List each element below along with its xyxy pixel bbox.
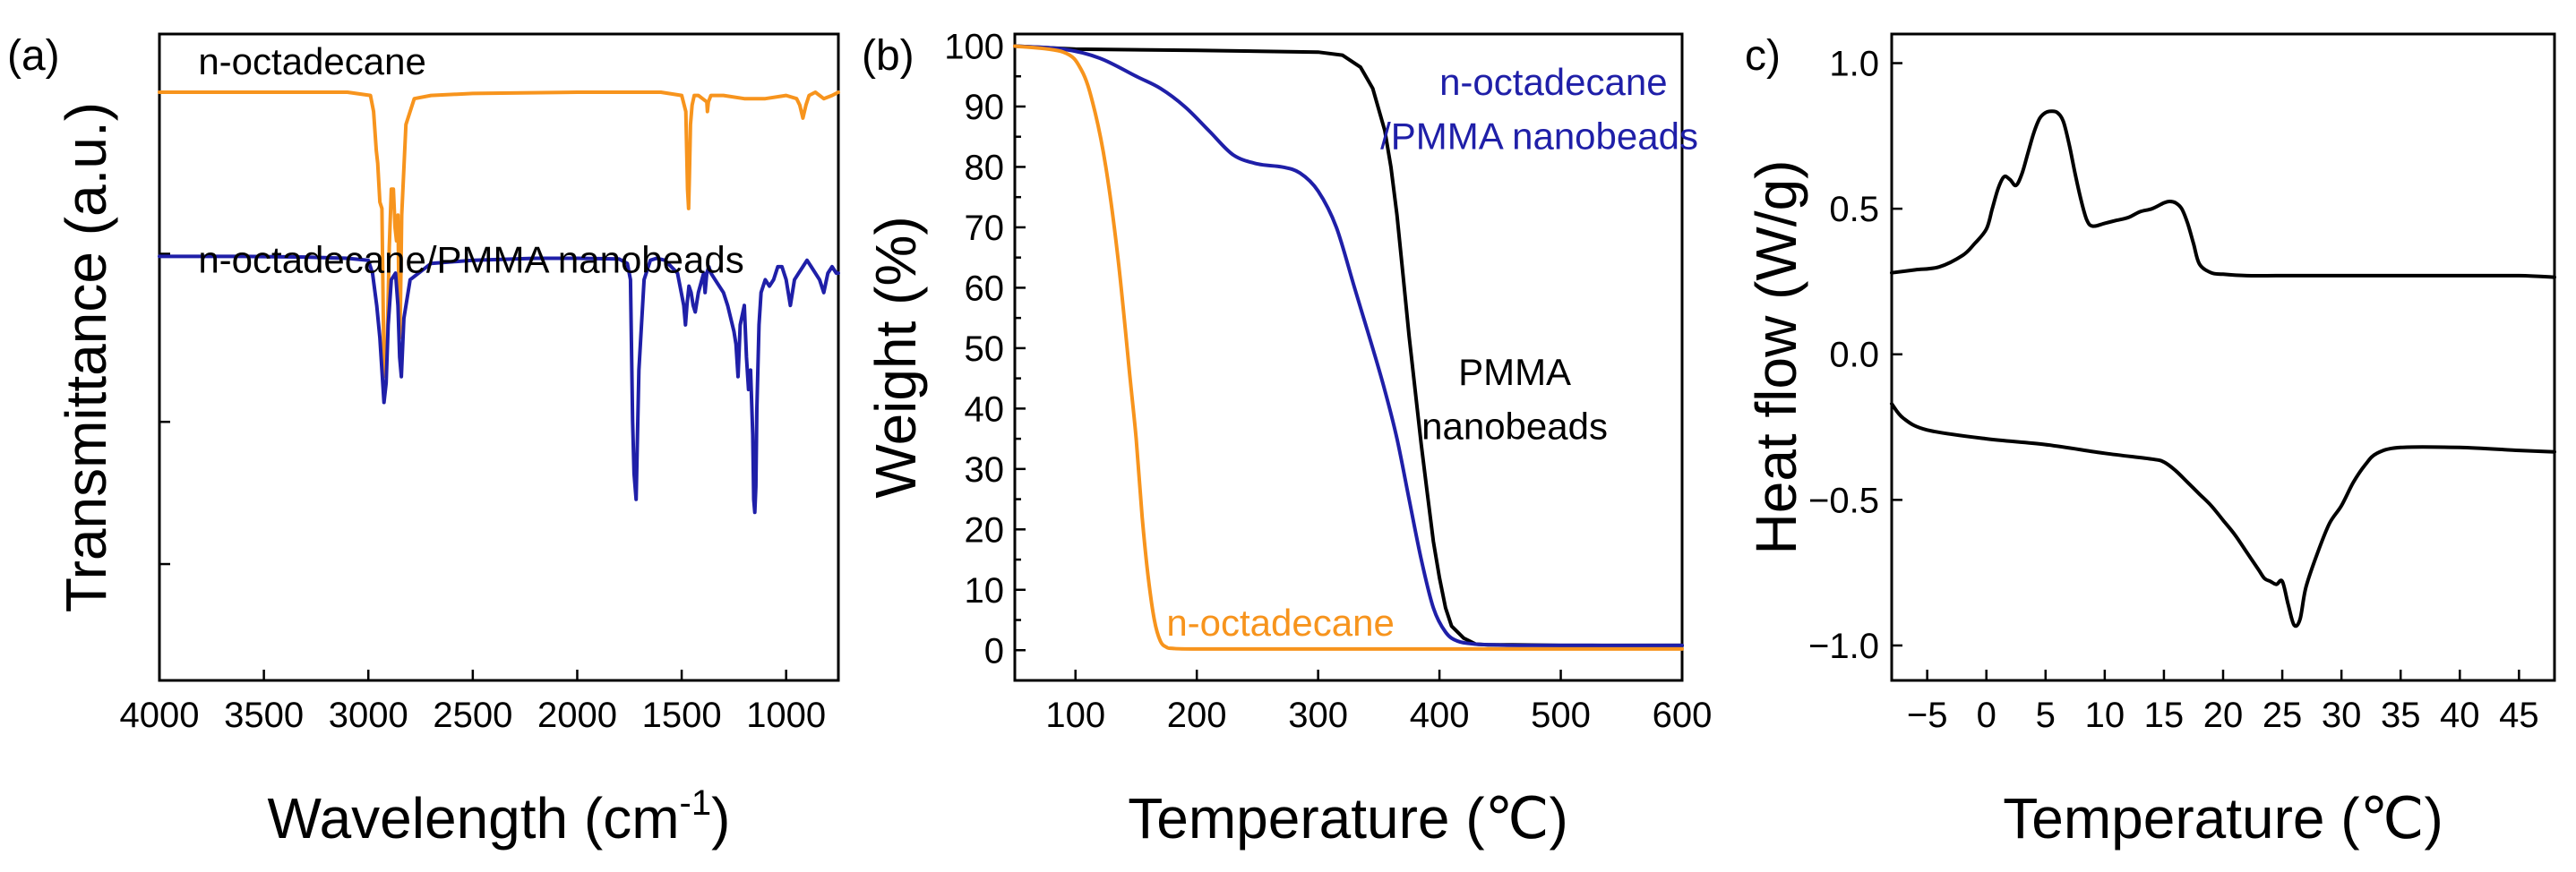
panel-c-x-tick-label: 5 (2036, 696, 2056, 735)
panel-c-x-tick-label: 35 (2381, 696, 2421, 735)
panel-c-x-tick-label: 10 (2085, 696, 2125, 735)
panel-b-series-label: PMMA (1458, 351, 1571, 393)
panel-b-x-tick-label: 300 (1288, 696, 1348, 735)
panel-a-ftir-chart: (a) 4000 3500 3000 2500 2000 1500 1000 n-octad… (7, 32, 840, 851)
panel-c-y-tick-label: −1.0 (1808, 627, 1879, 666)
panel-b-x-axis-title: Temperature (℃) (1128, 786, 1568, 851)
panel-a-x-tick-label: 2500 (433, 696, 512, 735)
panel-a-y-axis-title: Transmittance (a.u.) (54, 102, 118, 612)
panel-a-series-label: n-octadecane (198, 40, 426, 82)
panel-b-y-tick-label: 40 (965, 389, 1005, 429)
panel-b-y-tick-label: 0 (984, 631, 1004, 671)
panel-a-x-tick-label: 1000 (746, 696, 826, 735)
panel-b-tga-chart: (b) 100 200 300 400 500 600 0 10 20 30 40 50 60 70 80… (862, 27, 1712, 851)
panel-c-x-tick-label: 15 (2144, 696, 2185, 735)
panel-c-x-tick-label: 0 (1977, 696, 1996, 735)
panel-b-x-tick-label: 400 (1410, 696, 1470, 735)
panel-b-x-tick-label: 100 (1045, 696, 1105, 735)
panel-a-y-ticks (159, 90, 170, 566)
panel-a-series-labels: n-octadecane n-octadecane/PMMA nanobeads (198, 40, 743, 281)
panel-a-xlabel-main: Wavelength (cm (268, 786, 680, 851)
panel-a-series-line-n-octadecane (158, 90, 840, 379)
panel-b-series-label: n-octadecane (1166, 602, 1395, 644)
panel-b-y-tick-label: 60 (965, 269, 1005, 308)
panel-c-x-tick-label: −5 (1907, 696, 1948, 735)
panel-a-x-tick-label: 2000 (537, 696, 617, 735)
panel-c-x-ticks: −5 0 5 10 15 20 25 30 35 40 45 (1907, 670, 2539, 735)
panel-c-x-tick-label: 30 (2322, 696, 2362, 735)
panel-a-x-tick-label: 3500 (224, 696, 304, 735)
panel-a-x-tick-label: 4000 (120, 696, 200, 735)
panel-a-plot-frame (158, 32, 840, 682)
panel-c-x-tick-label: 45 (2499, 696, 2539, 735)
panel-a-x-tick-label: 1500 (642, 696, 722, 735)
panel-b-label: (b) (862, 32, 914, 80)
panel-b-series-line-n-octadecane (1013, 44, 1684, 651)
panel-b-series-label: n-octadecane (1439, 61, 1668, 103)
panel-c-y-tick-label: 1.0 (1829, 45, 1879, 84)
panel-a-label: (a) (7, 32, 60, 80)
panel-c-series-line-heating (1890, 109, 2556, 279)
panel-a-series-label: n-octadecane/PMMA nanobeads (198, 239, 743, 281)
panel-c-x-tick-label: 20 (2203, 696, 2244, 735)
panel-c-x-tick-label: 40 (2440, 696, 2480, 735)
panel-b-series-label: /PMMA nanobeads (1380, 115, 1698, 158)
panel-c-x-axis-title: Temperature (℃) (2003, 786, 2443, 851)
panel-b-series-line-n-octadecane-pmma-nanobeads (1013, 44, 1684, 647)
panel-b-y-tick-label: 100 (944, 27, 1004, 66)
panel-c-x-tick-label: 25 (2263, 696, 2303, 735)
panel-a-x-axis-title: Wavelength (cm-1) (268, 783, 731, 851)
panel-c-y-tick-label: 0.5 (1829, 190, 1879, 229)
panel-b-y-tick-label: 80 (965, 148, 1005, 187)
panel-b-y-tick-label: 50 (965, 329, 1005, 369)
panel-b-y-ticks: 0 10 20 30 40 50 60 70 80 90 100 (944, 27, 1026, 671)
panel-b-y-tick-label: 90 (965, 88, 1005, 127)
panel-b-y-axis-title: Weight (%) (863, 216, 928, 498)
panel-b-x-tick-label: 600 (1653, 696, 1713, 735)
panel-b-series (1013, 44, 1684, 651)
panel-a-series (158, 90, 840, 515)
panel-c-y-tick-label: 0.0 (1829, 336, 1879, 375)
panel-b-y-tick-label: 30 (965, 450, 1005, 490)
panel-b-y-tick-label: 20 (965, 510, 1005, 550)
panel-c-y-ticks: −1.0 −0.5 0.0 0.5 1.0 (1808, 45, 1902, 666)
panel-a-xlabel-close: ) (711, 786, 730, 851)
panel-c-y-tick-label: −0.5 (1808, 481, 1879, 520)
panel-b-plot-frame (1013, 32, 1684, 682)
panel-b-y-tick-label: 10 (965, 571, 1005, 611)
panel-b-series-label: nanobeads (1421, 406, 1608, 448)
panel-a-x-tick-label: 3000 (329, 696, 408, 735)
panel-c-y-axis-title: Heat flow (W/g) (1744, 160, 1808, 555)
panel-b-x-tick-label: 500 (1531, 696, 1591, 735)
panel-b-x-ticks: 100 200 300 400 500 600 (1045, 670, 1712, 735)
panel-b-x-tick-label: 200 (1167, 696, 1227, 735)
panel-a-xlabel-sup: -1 (680, 783, 712, 823)
panel-c-series (1890, 109, 2556, 628)
panel-c-label: c) (1745, 32, 1781, 80)
panel-c-series-line-cooling (1890, 402, 2556, 628)
panel-b-y-tick-label: 70 (965, 209, 1005, 248)
panel-c-plot-frame (1890, 32, 2556, 682)
panel-a-x-ticks: 4000 3500 3000 2500 2000 1500 1000 (120, 670, 826, 735)
panel-a-series-line-n-octadecane-pmma-nanobeads (158, 254, 840, 515)
panel-c-dsc-chart: c) −5 0 5 10 15 20 25 30 35 40 45 −1.0 −0.5 0.0 0.5 1.… (1744, 32, 2556, 851)
panel-b-series-labels: PMMA nanobeads n-octadecane/PMMA nanobeads… (1166, 61, 1698, 644)
